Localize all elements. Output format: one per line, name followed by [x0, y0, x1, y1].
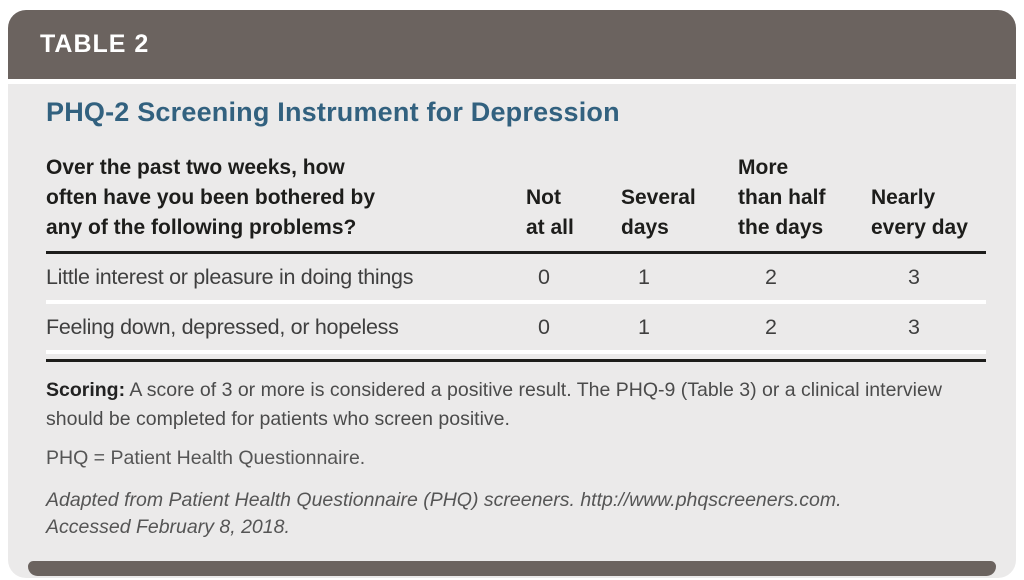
scoring-label: Scoring: — [46, 379, 126, 401]
table-footer-bar — [28, 561, 996, 576]
header-rule — [46, 251, 986, 254]
score-cell: 2 — [765, 264, 777, 289]
score-cell: 0 — [538, 264, 550, 289]
table-row: Little interest or pleasure in doing thi… — [46, 254, 986, 304]
phq2-table: Over the past two weeks, how often have … — [46, 148, 986, 362]
citation-note: Adapted from Patient Health Questionnair… — [46, 489, 842, 538]
abbreviation-note: PHQ = Patient Health Questionnaire. — [46, 447, 366, 469]
score-cell: 1 — [638, 314, 650, 339]
table-header-bar: TABLE 2 — [8, 10, 1016, 79]
content-panel: PHQ-2 Screening Instrument for Depressio… — [8, 84, 1016, 578]
scoring-note: Scoring: A score of 3 or more is conside… — [46, 376, 986, 434]
row-label: Feeling down, depressed, or hopeless — [46, 314, 399, 339]
score-cell: 2 — [765, 314, 777, 339]
row-label: Little interest or pleasure in doing thi… — [46, 264, 414, 289]
scoring-text: A score of 3 or more is considered a pos… — [46, 379, 942, 430]
column-header-not-at-all: Not at all — [526, 186, 574, 239]
column-header-more-than-half: More than half the days — [738, 156, 826, 239]
table-header-row: Over the past two weeks, how often have … — [46, 148, 986, 243]
score-cell: 3 — [908, 264, 920, 289]
table-row: Feeling down, depressed, or hopeless 0 1… — [46, 304, 986, 354]
table-tag: TABLE 2 — [40, 30, 150, 58]
footer-rule — [46, 359, 986, 362]
score-cell: 1 — [638, 264, 650, 289]
score-cell: 0 — [538, 314, 550, 339]
question-column-header: Over the past two weeks, how often have … — [46, 156, 376, 239]
column-header-several-days: Several days — [621, 186, 696, 239]
score-cell: 3 — [908, 314, 920, 339]
table-figure-card: TABLE 2 PHQ-2 Screening Instrument for D… — [8, 10, 1016, 578]
column-header-nearly-every-day: Nearly every day — [871, 186, 968, 239]
table-title: PHQ-2 Screening Instrument for Depressio… — [46, 97, 620, 127]
